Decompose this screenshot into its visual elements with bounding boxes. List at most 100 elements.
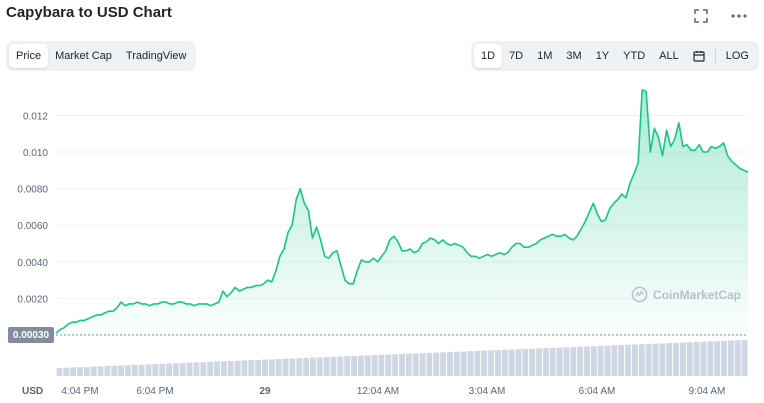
volume-bar xyxy=(542,348,549,376)
volume-bar xyxy=(556,347,563,376)
range-all[interactable]: ALL xyxy=(659,50,679,62)
volume-bar xyxy=(145,364,152,376)
chart-view-tabs: Price Market Cap TradingView xyxy=(6,41,197,71)
volume-bar xyxy=(707,341,714,376)
range-ytd[interactable]: YTD xyxy=(623,50,646,62)
volume-bar xyxy=(111,365,118,376)
volume-bar xyxy=(330,356,337,376)
expand-icon[interactable] xyxy=(690,6,712,26)
volume-bar xyxy=(118,365,125,376)
volume-bar xyxy=(289,358,296,376)
volume-bar xyxy=(357,355,364,376)
volume-bar xyxy=(577,346,584,376)
volume-bar xyxy=(584,346,590,376)
volume-bar xyxy=(625,344,632,376)
volume-bar xyxy=(447,352,453,376)
volume-bar xyxy=(303,357,310,376)
volume-bar xyxy=(721,340,727,376)
volume-bar xyxy=(604,345,611,376)
volume-bar xyxy=(248,360,255,376)
volume-bar xyxy=(638,344,645,376)
volume-bar xyxy=(63,367,70,376)
volume-bar xyxy=(467,351,474,376)
volume-bar xyxy=(77,367,83,376)
volume-bar xyxy=(460,351,467,376)
x-tick-label: 6:04 PM xyxy=(136,386,173,397)
tab-price[interactable]: Price xyxy=(9,44,49,68)
more-horizontal-icon[interactable] xyxy=(728,6,750,26)
volume-bar xyxy=(590,346,597,376)
log-scale-toggle[interactable]: LOG xyxy=(725,50,749,62)
x-tick-label: 29 xyxy=(259,386,271,397)
volume-bar xyxy=(179,362,186,376)
range-1y[interactable]: 1Y xyxy=(595,50,610,62)
volume-bar xyxy=(433,352,440,376)
volume-bar xyxy=(481,350,488,376)
volume-bar xyxy=(323,357,330,376)
volume-bar xyxy=(618,345,625,376)
tab-market-cap[interactable]: Market Cap xyxy=(55,50,112,62)
volume-bar xyxy=(686,342,693,376)
chart-toolbar-icons xyxy=(690,6,750,26)
volume-bar xyxy=(255,359,262,376)
range-3m[interactable]: 3M xyxy=(566,50,582,62)
volume-bar xyxy=(426,352,433,376)
volume-bar xyxy=(227,361,234,376)
volume-bar xyxy=(727,340,734,376)
volume-bar xyxy=(632,344,638,376)
page-title: Capybara to USD Chart xyxy=(6,4,172,21)
volume-bar xyxy=(666,343,673,376)
calendar-button[interactable] xyxy=(686,44,712,68)
price-chart[interactable]: 0.0020 0.0040 0.0060 0.0080 0.010 0.012 USD 4:… xyxy=(0,76,764,403)
x-axis-label: USD xyxy=(22,386,43,397)
volume-bar xyxy=(241,360,248,376)
volume-bar xyxy=(125,365,131,376)
y-tick-label: 0.0080 xyxy=(17,185,48,196)
coinmarketcap-watermark: CoinMarketCap xyxy=(631,286,741,303)
volume-bar xyxy=(56,368,63,376)
y-tick-label: 0.012 xyxy=(23,111,48,122)
volume-bar xyxy=(104,366,111,376)
tab-tradingview[interactable]: TradingView xyxy=(125,50,187,62)
x-tick-label: 9:04 AM xyxy=(689,386,726,397)
volume-bar xyxy=(351,355,357,376)
volume-bar xyxy=(536,348,542,376)
volume-bar xyxy=(337,356,344,376)
volume-bar xyxy=(262,359,268,376)
y-tick-label: 0.0020 xyxy=(17,294,48,305)
x-tick-label: 4:04 PM xyxy=(61,386,98,397)
volume-bar xyxy=(70,367,77,376)
volume-bar xyxy=(659,343,666,376)
volume-bar xyxy=(412,353,419,376)
volume-bar xyxy=(597,345,604,376)
volume-bar xyxy=(310,357,316,376)
volume-bar xyxy=(399,354,405,376)
y-tick-label: 0.0060 xyxy=(17,221,48,232)
volume-bar xyxy=(474,350,481,376)
coinmarketcap-logo-icon xyxy=(631,286,648,303)
range-1m[interactable]: 1M xyxy=(537,50,553,62)
volume-bar xyxy=(385,354,392,376)
x-tick-label: 3:04 AM xyxy=(469,386,506,397)
divider xyxy=(714,48,716,64)
volume-bar xyxy=(392,354,399,376)
volume-bar xyxy=(734,340,741,376)
volume-bar xyxy=(714,341,721,376)
volume-bar xyxy=(97,366,104,376)
range-1d[interactable]: 1D xyxy=(474,44,503,68)
volume-bar xyxy=(679,342,686,376)
volume-bar xyxy=(494,350,501,376)
volume-bar xyxy=(193,362,200,376)
volume-bar xyxy=(364,355,371,376)
volume-bar xyxy=(296,358,303,376)
price-series-line xyxy=(55,89,749,334)
x-tick-label: 12:04 AM xyxy=(357,386,399,397)
time-range-tabs: 1D 7D 1M 3M 1Y YTD ALL LOG xyxy=(471,41,759,71)
range-7d[interactable]: 7D xyxy=(509,50,524,62)
volume-bar xyxy=(268,359,275,376)
volume-bar xyxy=(488,350,494,376)
volume-bar xyxy=(207,361,214,376)
volume-bar xyxy=(166,363,172,376)
x-tick-label: 6:04 AM xyxy=(579,386,616,397)
volume-bar xyxy=(645,343,652,376)
